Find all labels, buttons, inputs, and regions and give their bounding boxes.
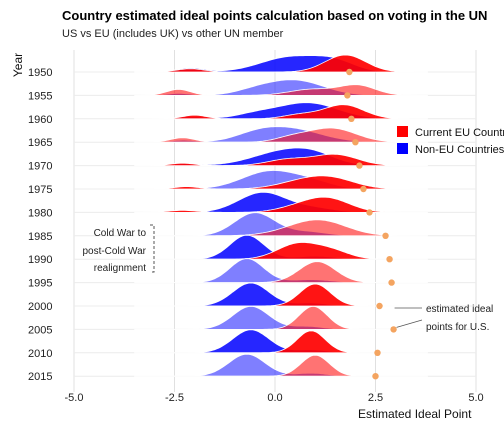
eu-density-1965 — [134, 127, 428, 143]
eu-density-1995 — [134, 261, 428, 283]
year-label-1995: 1995 — [28, 278, 52, 290]
eu-density-1980 — [134, 196, 428, 213]
legend: Current EU Countries Non-EU Countries — [397, 126, 504, 156]
x-tick-label: -5.0 — [65, 392, 84, 404]
year-label-1955: 1955 — [28, 90, 52, 102]
legend-label: Non-EU Countries — [415, 144, 504, 156]
legend-label: Current EU Countries — [415, 127, 504, 139]
y-axis-title: Year — [11, 53, 25, 77]
ridge-1955 — [134, 79, 428, 96]
ridge-2000 — [134, 282, 428, 307]
year-label-2000: 2000 — [28, 301, 52, 313]
x-tick-label: -2.5 — [165, 392, 184, 404]
year-label-1985: 1985 — [28, 231, 52, 243]
non-eu-density-2010 — [134, 329, 428, 354]
us-point-1955 — [344, 92, 351, 99]
ridge-1965 — [134, 126, 428, 143]
ridge-1970 — [134, 147, 428, 166]
year-label-1990: 1990 — [28, 254, 52, 266]
us-point-1990 — [386, 256, 393, 263]
year-label-1980: 1980 — [28, 207, 52, 219]
year-label-2015: 2015 — [28, 371, 52, 383]
cold-war-bracket — [150, 224, 155, 273]
us-note-line: estimated ideal — [426, 304, 493, 315]
eu-density-1955 — [134, 84, 428, 96]
eu-density-1950 — [134, 54, 428, 73]
year-label-1975: 1975 — [28, 184, 52, 196]
year-label-1950: 1950 — [28, 67, 52, 79]
us-point-1965 — [352, 139, 359, 146]
legend-swatch — [397, 143, 408, 154]
x-tick-labels: -5.0 -2.5 0.0 2.5 5.0 — [65, 392, 484, 404]
x-axis-title: Estimated Ideal Point — [358, 407, 472, 421]
ridge-1985 — [134, 212, 428, 237]
ridge-2005 — [134, 305, 428, 330]
us-note-line: points for U.S. — [426, 322, 489, 333]
non-eu-density-2005 — [134, 305, 428, 330]
legend-swatch — [397, 126, 408, 137]
us-point-2015 — [372, 373, 379, 380]
ridge-1980 — [134, 191, 428, 213]
ridge-1960 — [134, 102, 428, 120]
non-eu-density-1995 — [134, 258, 428, 283]
us-point-2010 — [374, 349, 381, 356]
year-label-1960: 1960 — [28, 114, 52, 126]
us-point-1980 — [366, 209, 373, 216]
eu-density-1985 — [134, 219, 428, 237]
eu-density-1970 — [134, 153, 428, 166]
ridge-1950 — [134, 54, 428, 73]
x-tick-label: 0.0 — [267, 392, 282, 404]
non-eu-density-2015 — [134, 353, 428, 377]
us-point-1970 — [356, 162, 363, 169]
eu-density-2015 — [134, 354, 428, 377]
year-label-1970: 1970 — [28, 161, 52, 173]
year-label-2005: 2005 — [28, 324, 52, 336]
x-tick-label: 2.5 — [368, 392, 383, 404]
us-points-group — [344, 68, 397, 380]
ridge-2015 — [134, 353, 428, 377]
cold-war-note-line: post-Cold War — [82, 246, 146, 257]
eu-density-1990 — [134, 242, 428, 260]
us-point-1995 — [388, 279, 395, 286]
us-point-2000 — [376, 302, 383, 310]
ridge-1975 — [134, 170, 428, 190]
us-point-1960 — [348, 115, 355, 123]
year-label-2010: 2010 — [28, 348, 52, 360]
x-tick-label: 5.0 — [468, 392, 483, 404]
us-point-1950 — [346, 68, 353, 76]
chart-subtitle: US vs EU (includes UK) vs other UN membe… — [62, 28, 284, 40]
us-note-leader — [396, 319, 423, 328]
annotations-group: Cold War to post-Cold War realignment estim… — [82, 224, 493, 333]
us-point-2005 — [390, 326, 397, 333]
cold-war-note-line: Cold War to — [94, 228, 147, 239]
year-labels: 1950 1955 1960 1965 1970 1975 1980 1985 1990 1995… — [28, 67, 52, 383]
chart-title: Country estimated ideal points calculati… — [62, 8, 487, 23]
non-eu-density-2000 — [134, 282, 428, 307]
ridges-group — [134, 54, 428, 377]
year-label-1965: 1965 — [28, 137, 52, 149]
eu-density-1960 — [134, 104, 428, 120]
us-point-1985 — [382, 232, 389, 239]
eu-density-1975 — [134, 175, 428, 190]
us-point-1975 — [360, 185, 367, 193]
ridge-1995 — [134, 258, 428, 283]
cold-war-note-line: realignment — [94, 263, 146, 274]
ridge-1990 — [134, 234, 428, 260]
eu-density-2005 — [134, 305, 428, 330]
ridge-2010 — [134, 329, 428, 354]
